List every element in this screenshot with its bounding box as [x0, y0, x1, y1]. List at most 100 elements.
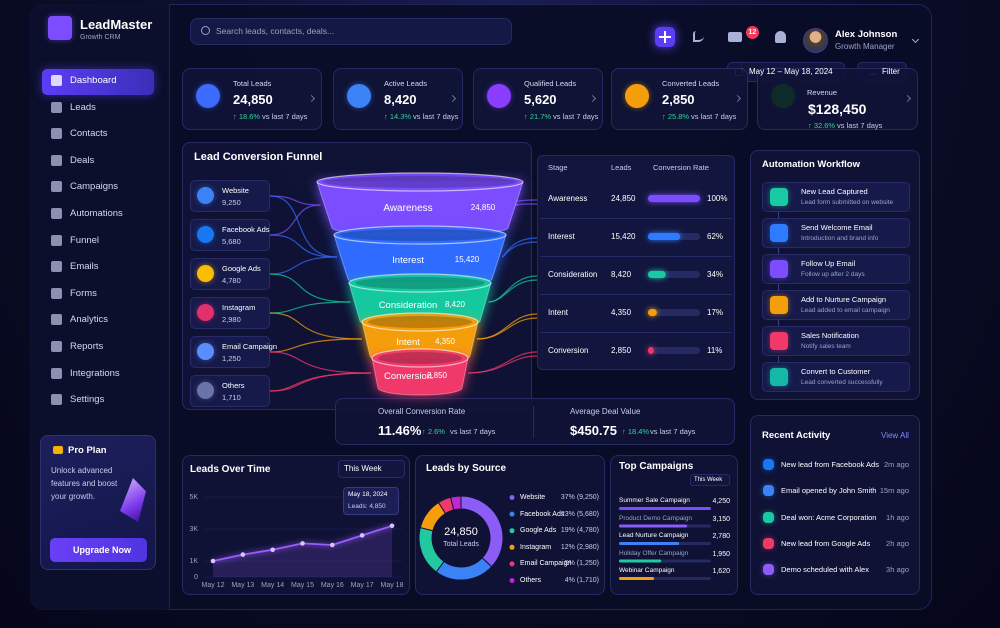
x-tick-label: May 17: [350, 582, 374, 589]
source-value: 4,780: [222, 276, 241, 285]
step-desc: Lead form submitted on website: [801, 199, 894, 206]
kpi-icon: [625, 84, 649, 108]
nav-item[interactable]: Contacts: [70, 128, 108, 140]
leads-by-source-title: Leads by Source: [426, 463, 507, 474]
kpi-label: Revenue: [807, 88, 838, 97]
funnel-stage-name: Consideration: [378, 300, 438, 311]
nav-item[interactable]: Reports: [70, 341, 104, 352]
pro-plan-text: Unlock advanced: [51, 466, 113, 475]
funnel-stage-inner: [368, 316, 472, 328]
search-icon: [201, 26, 210, 35]
line-point: [270, 547, 275, 553]
activity-time: 15m ago: [879, 486, 909, 496]
summary-value: 11.46%: [378, 423, 422, 438]
funnel-stage-value: 8,420: [444, 299, 466, 309]
nav-item[interactable]: Deals: [70, 154, 95, 166]
kpi-change: ↑ 14.3%: [384, 112, 412, 121]
activity-text: Demo scheduled with Alex: [781, 565, 869, 575]
nav-icon: [51, 208, 62, 219]
nav-item[interactable]: Analytics: [70, 314, 109, 326]
summary-label: Overall Conversion Rate: [378, 407, 466, 416]
nav-item[interactable]: Integrations: [70, 367, 120, 379]
stage-rate: 17%: [707, 308, 724, 317]
nav-item[interactable]: Campaigns: [70, 181, 119, 193]
leads-over-time-title: Leads Over Time: [190, 464, 271, 475]
upgrade-button-label[interactable]: Upgrade Now: [73, 545, 132, 555]
step-title: Send Welcome Email: [801, 223, 873, 232]
nav-icon: [51, 314, 62, 326]
x-tick-label: May 15: [291, 582, 314, 589]
filter-label[interactable]: Filter: [882, 67, 900, 76]
line-point: [210, 558, 216, 564]
connector-line: [476, 317, 538, 340]
nav-item[interactable]: Settings: [70, 394, 105, 406]
nav-icon: [51, 261, 62, 273]
legend-name: Instagram: [520, 543, 552, 551]
summary-label: Average Deal Value: [570, 407, 641, 416]
kpi-value: $128,450: [808, 101, 867, 117]
activity-icon: [763, 537, 774, 549]
mail-icon[interactable]: [728, 32, 742, 42]
connector-line: [269, 204, 321, 236]
campaign-period[interactable]: This Week: [694, 477, 723, 483]
search-placeholder[interactable]: Search leads, contacts, deals...: [216, 26, 335, 36]
nav-icon: [51, 154, 62, 166]
kpi-period: vs last 7 days: [262, 112, 308, 121]
kpi-value: 8,420: [384, 92, 417, 107]
nav-item[interactable]: Leads: [70, 101, 96, 113]
connector-line: [269, 312, 363, 340]
nav-item[interactable]: Funnel: [70, 234, 100, 246]
pro-plan-text: your growth.: [51, 492, 96, 501]
period-dropdown[interactable]: [338, 460, 405, 478]
legend-dot: [509, 544, 515, 550]
step-icon: [770, 368, 788, 386]
step-connector: [778, 248, 779, 254]
view-all-link[interactable]: View All: [881, 431, 909, 440]
rate-bar: [648, 347, 654, 354]
date-range[interactable]: May 12 – May 18, 2024: [749, 67, 833, 76]
summary-panel: [335, 398, 735, 445]
funnel-stage-top: [361, 312, 479, 332]
campaign-bar: [619, 524, 688, 528]
legend-name: Facebook Ads: [520, 510, 565, 518]
activity-time: 1h ago: [886, 512, 909, 522]
funnel-stage-name: Interest: [392, 255, 424, 266]
summary-period: vs last 7 days: [650, 427, 696, 436]
nav-item[interactable]: Emails: [70, 261, 99, 273]
legend-value: 37% (9,250): [560, 494, 599, 501]
funnel-stage-top: [316, 172, 524, 192]
kpi-change: ↑ 25.8%: [662, 112, 690, 121]
kpi-period: vs last 7 days: [691, 112, 737, 121]
donut-segment: [449, 495, 462, 511]
rate-bar: [648, 309, 657, 316]
period-label[interactable]: This Week: [344, 464, 382, 473]
upgrade-button[interactable]: [50, 538, 147, 562]
phone-icon[interactable]: [693, 31, 704, 42]
funnel-stage-name: Conversion: [383, 371, 433, 382]
legend-name: Google Ads: [520, 527, 557, 535]
connector-line: [269, 301, 351, 314]
row-divider: [540, 294, 732, 295]
source-name: Website: [222, 186, 249, 195]
campaign-period-box[interactable]: [690, 474, 730, 486]
row-divider: [540, 256, 732, 257]
brand-tagline: Growth CRM: [80, 34, 121, 41]
kpi-value: 24,850: [233, 92, 273, 107]
donut-center-value: 24,850: [444, 526, 478, 538]
activity-text: Email opened by John Smith: [781, 486, 877, 496]
nav-item[interactable]: Forms: [70, 287, 97, 299]
stage-rate: 62%: [707, 232, 724, 241]
source-value: 2,980: [222, 315, 241, 324]
y-tick-label: 5K: [189, 493, 198, 501]
kpi-label: Converted Leads: [662, 79, 720, 88]
bell-icon[interactable]: [775, 31, 786, 43]
line-point: [240, 552, 246, 557]
nav-item[interactable]: Automations: [70, 208, 123, 219]
source-icon: [197, 343, 214, 360]
summary-value: $450.75: [570, 423, 617, 438]
search-box[interactable]: [190, 18, 512, 45]
funnel-stage-inner: [355, 277, 485, 289]
nav-item[interactable]: Dashboard: [70, 75, 117, 86]
source-value: 5,680: [222, 237, 241, 246]
y-tick-label: 0: [194, 573, 198, 581]
